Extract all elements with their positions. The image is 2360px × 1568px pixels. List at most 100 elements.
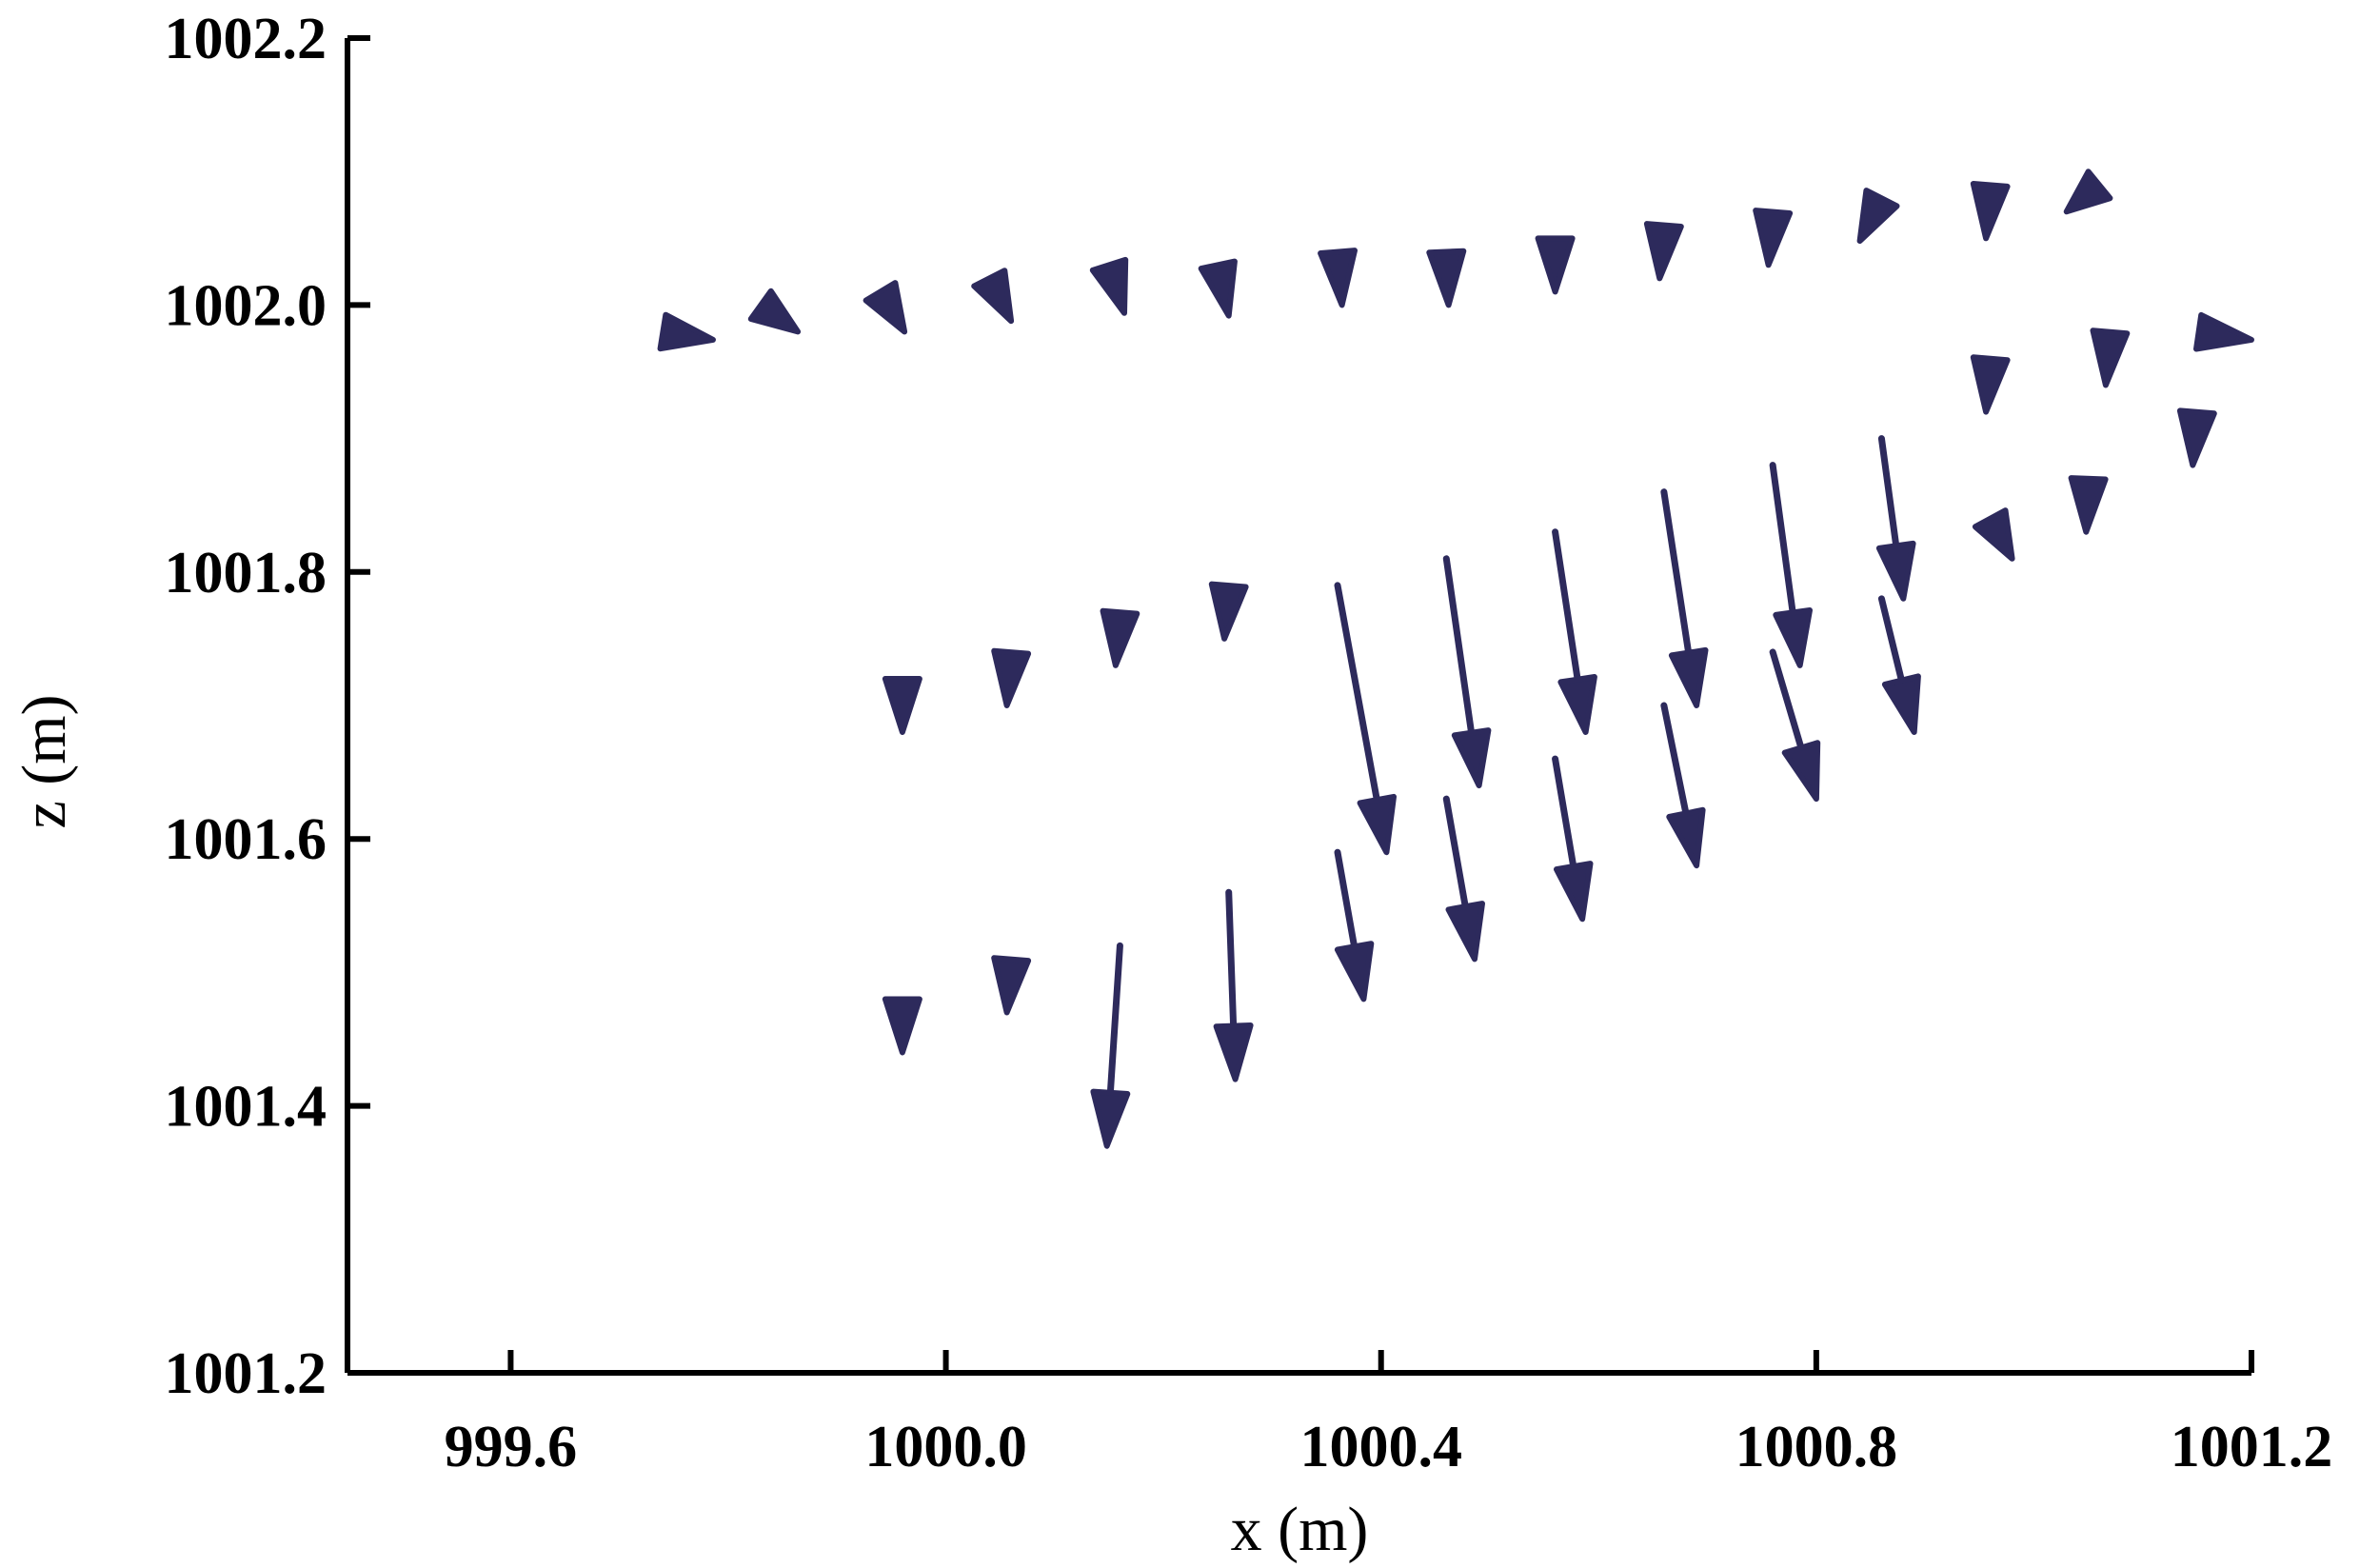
vector-arrow [2068,475,2109,535]
vector-shaft [1442,795,1469,910]
ticks: 999.6 1000.0 1000.4 1000.8 1001.2 1001.2 1001.… [165,7,2333,1479]
vector-arrow [1970,181,2011,242]
vector-arrow [1856,188,1900,245]
vector-head [1451,727,1492,789]
vector-arrow [1769,462,1813,668]
vector-arrow [1660,702,1706,869]
y-tick-label: 1001.8 [165,541,327,605]
vector-head [1666,806,1706,869]
vector-arrow [1972,507,2015,562]
vector-arrow [1426,248,1467,308]
vector-head [1875,540,1916,602]
vector-head [1773,607,1813,668]
vector-arrow [863,280,908,335]
vector-head [747,288,802,335]
vector-shaft [1660,488,1693,657]
vector-arrow [747,288,802,335]
vector-arrow [2063,169,2113,215]
x-tick-label: 1001.2 [2171,1415,2333,1479]
vector-arrow [1334,582,1397,856]
vector-arrow [1334,848,1375,1002]
vector-shaft [1552,528,1581,684]
vector-head [2193,311,2254,352]
vector-shaft [1334,848,1358,950]
x-tick-label: 1000.4 [1299,1415,1462,1479]
vector-arrow [1318,248,1358,308]
vector-head [991,647,1032,708]
vector-arrow [882,996,922,1056]
vector-head [1972,507,2015,562]
vector-head [1535,235,1576,295]
vector-shaft [1106,942,1123,1097]
vector-arrow [1442,795,1485,963]
vector-head [1089,256,1129,316]
vector-arrow [657,311,716,352]
vector-head [1208,581,1249,642]
vector-head [1970,354,2011,415]
vector-arrow [971,268,1015,325]
vector-arrow [2193,311,2254,352]
y-tick-label: 1001.2 [165,1341,327,1406]
vector-arrow [1552,528,1597,735]
vector-head [1090,1088,1131,1149]
vector-shaft [1660,702,1690,817]
vector-arrow [1660,488,1709,708]
vector-head [1668,646,1709,708]
vector-arrow [1643,221,1684,282]
vector-head [991,955,1032,1016]
vector-shaft [1877,595,1905,685]
y-axis-title: z (m) [10,694,79,828]
vector-arrow [1535,235,1576,295]
vector-head [1753,208,1794,268]
vector-arrow [1100,607,1140,668]
vector-head [2063,169,2113,215]
vector-shaft [1769,462,1796,616]
vector-head [971,268,1015,325]
vector-head [1781,740,1821,803]
x-tick-label: 999.6 [445,1415,578,1479]
vector-head [882,676,922,735]
vector-head [1426,248,1467,308]
vector-shaft [1225,888,1238,1030]
vector-arrow [1090,942,1131,1149]
x-axis-title: x (m) [1231,1495,1369,1564]
vector-head [1100,607,1140,668]
vector-head [2176,407,2217,468]
vector-head [1198,258,1238,319]
y-tick-label: 1002.2 [165,7,327,71]
y-tick-label: 1001.4 [165,1075,327,1140]
vector-shaft [1334,582,1380,804]
y-tick-label: 1002.0 [165,273,327,338]
x-tick-label: 1000.8 [1735,1415,1898,1479]
vector-arrow [1753,208,1794,268]
vector-arrow [1769,648,1821,803]
vector-head [1318,248,1358,308]
vector-arrow [1442,555,1492,789]
vector-head [1445,901,1485,963]
vector-arrow [882,676,922,735]
vector-arrow [991,955,1032,1016]
vector-arrow [1875,435,1916,602]
y-tick-label: 1001.6 [165,807,327,872]
vector-head [1554,861,1594,923]
vector-head [1357,793,1397,856]
vector-arrow [1970,354,2011,415]
vector-arrow [1213,888,1254,1082]
vector-arrow [1089,256,1129,316]
vector-head [2068,475,2109,535]
vector-arrow [991,647,1032,708]
vector-head [1856,188,1900,245]
vector-shaft [1442,555,1476,737]
vector-head [1881,673,1921,735]
vector-shaft [1552,755,1577,870]
x-tick-label: 1000.0 [864,1415,1027,1479]
vector-shaft [1769,648,1805,751]
vector-head [657,311,716,352]
vector-head [2090,327,2131,388]
axes [345,38,2251,1376]
vector-arrow [1198,258,1238,319]
vector-arrow [1552,755,1594,923]
vector-arrow [2176,407,2217,468]
vector-head [1557,674,1597,735]
